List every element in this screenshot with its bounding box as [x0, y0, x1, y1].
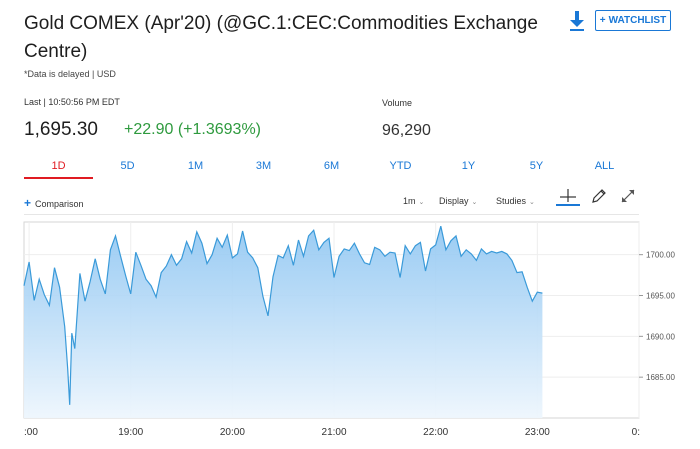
price-line — [23, 225, 543, 405]
price-area — [24, 226, 543, 418]
crosshair-icon[interactable] — [555, 187, 581, 207]
tab-6m[interactable]: 6M — [323, 160, 340, 172]
price-change: +22.90 (+1.3693%) — [124, 121, 261, 138]
watchlist-label: WATCHLIST — [608, 15, 667, 26]
volume-label: Volume — [382, 98, 413, 108]
last-price: 1,695.30 — [24, 119, 98, 140]
price-chart[interactable]: 1700.00 1695.00 1690.00 1685.00 :00 19:00 20:… — [0, 218, 700, 449]
tab-1d[interactable]: 1D — [51, 160, 66, 172]
x-tick-label: 20:00 — [220, 427, 245, 438]
x-tick-label: 0: — [632, 427, 640, 438]
plus-icon: + — [24, 196, 32, 210]
tab-1y[interactable]: 1Y — [461, 160, 476, 172]
tab-5y[interactable]: 5Y — [529, 160, 544, 172]
plus-icon: + — [599, 15, 606, 26]
tab-3m[interactable]: 3M — [255, 160, 272, 172]
range-tabs: 1D 5D 1M 3M 6M YTD 1Y 5Y ALL — [24, 160, 639, 180]
tab-5d[interactable]: 5D — [120, 160, 135, 172]
tab-1m[interactable]: 1M — [187, 160, 204, 172]
y-tick-label: 1690.00 — [646, 332, 675, 341]
chevron-down-icon: ⌄ — [529, 199, 535, 206]
chevron-down-icon: ⌄ — [471, 199, 478, 206]
y-tick-label: 1700.00 — [646, 251, 675, 260]
interval-label: 1m — [403, 196, 416, 206]
volume-value: 96,290 — [382, 122, 431, 139]
x-tick-label: 19:00 — [118, 427, 143, 438]
x-axis: :00 19:00 20:00 21:00 22:00 23:00 0: — [24, 427, 640, 438]
chevron-down-icon: ⌄ — [418, 199, 425, 206]
y-tick-label: 1685.00 — [646, 373, 675, 382]
interval-select[interactable]: 1m ⌄ — [403, 196, 424, 206]
active-tab-underline — [24, 177, 93, 179]
display-label: Display — [439, 196, 469, 206]
tab-all[interactable]: ALL — [594, 160, 615, 172]
delayed-note: *Data is delayed | USD — [24, 69, 116, 79]
last-trade-label: Last | 10:50:56 PM EDT — [24, 97, 120, 107]
studies-label: Studies — [496, 196, 527, 206]
expand-icon[interactable] — [619, 187, 637, 205]
x-tick-label: :00 — [24, 427, 38, 438]
y-tick-label: 1695.00 — [646, 292, 675, 301]
download-icon[interactable] — [568, 10, 586, 32]
tab-ytd[interactable]: YTD — [389, 160, 412, 172]
y-axis: 1700.00 1695.00 1690.00 1685.00 — [639, 251, 675, 382]
watchlist-button[interactable]: + WATCHLIST — [595, 10, 671, 31]
toolbar-divider — [24, 214, 639, 215]
x-tick-label: 22:00 — [423, 427, 448, 438]
draw-pencil-icon[interactable] — [590, 187, 608, 205]
comparison-label: Comparison — [35, 199, 84, 209]
comparison-button[interactable]: + Comparison — [24, 196, 84, 210]
studies-select[interactable]: Studies ⌄ — [496, 196, 535, 206]
x-tick-label: 21:00 — [322, 427, 347, 438]
display-select[interactable]: Display ⌄ — [439, 196, 477, 206]
x-tick-label: 23:00 — [525, 427, 550, 438]
page-title: Gold COMEX (Apr'20) (@GC.1:CEC:Commoditi… — [24, 13, 538, 62]
